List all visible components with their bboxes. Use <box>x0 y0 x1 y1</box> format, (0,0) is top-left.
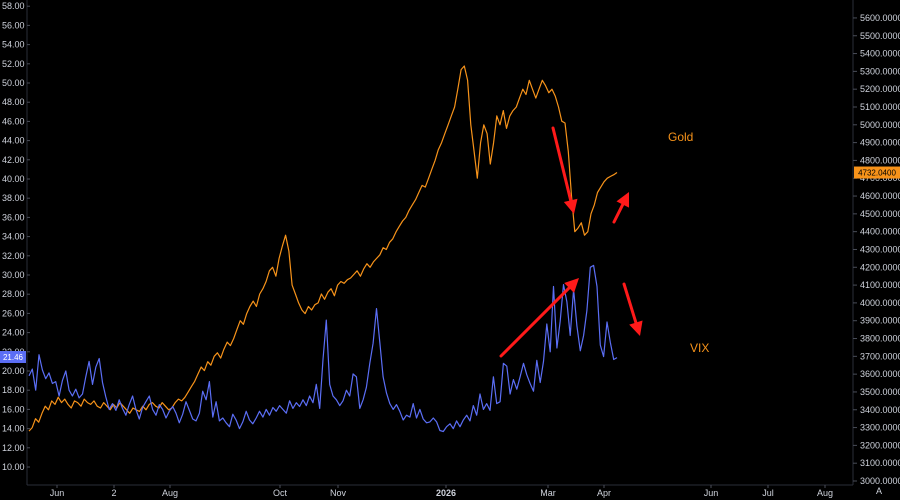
vix-last-value-badge <box>0 350 26 363</box>
time-tick-label: Nov <box>330 488 347 498</box>
auto-scale-glyph[interactable]: A <box>876 486 882 496</box>
series-annotations: Gold VIX <box>668 130 709 355</box>
time-tick-label: Jul <box>762 488 774 498</box>
left-tick-label: 12.00 <box>2 443 25 453</box>
left-tick-label: 50.00 <box>2 78 25 88</box>
time-axis[interactable]: Jun 2 Aug Oct Nov 2026 Mar Apr Jun Jul Aug <box>50 485 833 498</box>
gold-last-value-text: 4732.0400 <box>858 169 896 178</box>
right-tick-label: 4900.0000 <box>860 138 900 148</box>
right-tick-label: 3100.0000 <box>860 458 900 468</box>
gold-last-value-badge <box>854 166 900 179</box>
series-line-vix[interactable] <box>28 264 618 433</box>
left-tick-label: 18.00 <box>2 385 25 395</box>
time-tick-label: Oct <box>273 488 288 498</box>
auto-scale-button[interactable]: A <box>876 486 882 496</box>
left-tick-label: 42.00 <box>2 155 25 165</box>
right-tick-label: 4300.0000 <box>860 244 900 254</box>
left-tick-label: 28.00 <box>2 289 25 299</box>
right-tick-label: 3200.0000 <box>860 440 900 450</box>
right-tick-label: 5100.0000 <box>860 102 900 112</box>
left-tick-label: 30.00 <box>2 270 25 280</box>
plot-area[interactable] <box>28 65 618 433</box>
arrow-up-gold-head <box>616 192 629 208</box>
left-tick-label: 54.00 <box>2 40 25 50</box>
right-tick-label: 3700.0000 <box>860 351 900 361</box>
left-tick-label: 58.00 <box>2 1 25 11</box>
right-tick-label: 5000.0000 <box>860 120 900 130</box>
left-tick-label: 34.00 <box>2 232 25 242</box>
left-tick-label: 38.00 <box>2 193 25 203</box>
right-tick-label: 4600.0000 <box>860 191 900 201</box>
left-axis[interactable]: 58.00 56.00 54.00 52.00 50.00 48.00 46.00 44.00… <box>2 1 30 472</box>
time-tick-label: Aug <box>162 488 178 498</box>
left-tick-label: 32.00 <box>2 251 25 261</box>
arrow-down-gold-head <box>563 198 578 214</box>
annotation-arrows <box>499 126 643 358</box>
last-value-badges: 4732.0400 21.46 <box>0 166 900 363</box>
arrow-up-gold-shaft <box>612 203 625 224</box>
time-tick-label: Jun <box>704 488 719 498</box>
right-tick-label: 4800.0000 <box>860 155 900 165</box>
left-tick-label: 40.00 <box>2 174 25 184</box>
arrow-up-vix-head <box>564 278 579 293</box>
left-tick-label: 52.00 <box>2 59 25 69</box>
right-tick-label: 5500.0000 <box>860 31 900 41</box>
arrow-down-gold-shaft <box>551 126 573 202</box>
arrow-up-vix-shaft <box>499 286 571 358</box>
annotation-gold: Gold <box>668 130 693 144</box>
right-tick-label: 3000.0000 <box>860 476 900 486</box>
right-tick-label: 3300.0000 <box>860 423 900 433</box>
right-tick-label: 4100.0000 <box>860 280 900 290</box>
right-tick-label: 3900.0000 <box>860 316 900 326</box>
time-tick-label: Aug <box>817 488 833 498</box>
left-tick-label: 48.00 <box>2 97 25 107</box>
left-tick-label: 56.00 <box>2 20 25 30</box>
left-tick-label: 36.00 <box>2 212 25 222</box>
time-tick-label: Mar <box>540 488 556 498</box>
right-tick-label: 4400.0000 <box>860 227 900 237</box>
right-tick-label: 3600.0000 <box>860 369 900 379</box>
arrow-down-vix-head <box>629 320 643 336</box>
time-tick-label: Apr <box>597 488 611 498</box>
time-tick-label: 2 <box>111 488 116 498</box>
right-tick-label: 5300.0000 <box>860 66 900 76</box>
right-tick-label: 3400.0000 <box>860 405 900 415</box>
right-tick-label: 3500.0000 <box>860 387 900 397</box>
right-tick-label: 4200.0000 <box>860 262 900 272</box>
time-tick-label: 2026 <box>436 488 456 498</box>
left-tick-label: 46.00 <box>2 116 25 126</box>
left-tick-label: 26.00 <box>2 308 25 318</box>
right-tick-label: 3800.0000 <box>860 334 900 344</box>
left-tick-label: 14.00 <box>2 424 25 434</box>
right-tick-label: 4500.0000 <box>860 209 900 219</box>
annotation-vix: VIX <box>690 341 709 355</box>
vix-last-value-text: 21.46 <box>3 353 24 362</box>
left-tick-label: 44.00 <box>2 136 25 146</box>
right-tick-label: 5600.0000 <box>860 13 900 23</box>
right-tick-label: 5400.0000 <box>860 49 900 59</box>
right-tick-label: 5200.0000 <box>860 84 900 94</box>
left-tick-label: 24.00 <box>2 328 25 338</box>
arrow-down-vix-shaft <box>622 282 638 325</box>
left-tick-label: 20.00 <box>2 366 25 376</box>
right-tick-label: 4000.0000 <box>860 298 900 308</box>
time-tick-label: Jun <box>50 488 65 498</box>
left-tick-label: 16.00 <box>2 404 25 414</box>
left-tick-label: 10.00 <box>2 462 25 472</box>
